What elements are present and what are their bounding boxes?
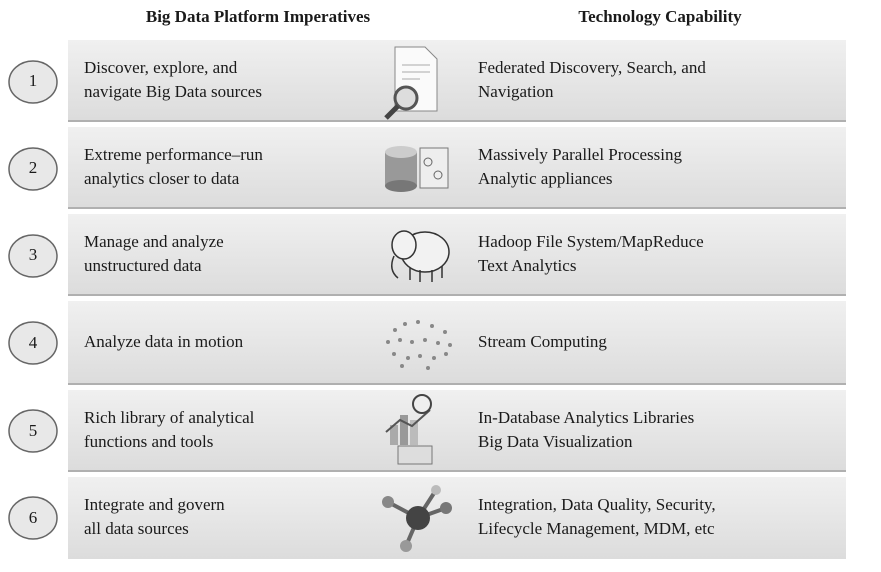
circles (8, 60, 58, 540)
capability-text: In-Database Analytics Libraries (478, 408, 694, 427)
bands (68, 40, 846, 559)
imperative-text: analytics closer to data (84, 169, 240, 188)
row-number: 3 (29, 245, 38, 264)
capability-text: Federated Discovery, Search, and (478, 58, 706, 77)
row-number: 2 (29, 158, 38, 177)
capability-text: Text Analytics (478, 256, 576, 275)
row-number: 5 (29, 421, 38, 440)
capability-text: Integration, Data Quality, Security, (478, 495, 716, 514)
database-icon (385, 146, 449, 192)
capability-text: Hadoop File System/MapReduce (478, 232, 704, 251)
column-header: Big Data Platform Imperatives (146, 7, 371, 26)
imperative-text: Integrate and govern (84, 495, 225, 514)
imperative-text: Discover, explore, and (84, 58, 238, 77)
capability-text: Massively Parallel Processing (478, 145, 682, 164)
imperative-text: unstructured data (84, 256, 202, 275)
network-icon (382, 485, 452, 552)
stream-icon (386, 320, 452, 370)
capability-text: Stream Computing (478, 332, 607, 351)
imperative-text: navigate Big Data sources (84, 82, 262, 101)
capability-text: Lifecycle Management, MDM, etc (478, 519, 715, 538)
column-header: Technology Capability (578, 7, 742, 26)
row-number: 1 (29, 71, 38, 90)
elephant-icon (391, 230, 450, 282)
capability-text: Navigation (478, 82, 554, 101)
row-number: 4 (29, 333, 38, 352)
analytics-icon (385, 394, 433, 465)
imperative-text: all data sources (84, 519, 189, 538)
imperative-text: Manage and analyze (84, 232, 224, 251)
imperative-text: Analyze data in motion (84, 332, 244, 351)
imperative-text: functions and tools (84, 432, 213, 451)
capability-text: Analytic appliances (478, 169, 613, 188)
search-icon (384, 46, 438, 120)
imperative-text: Rich library of analytical (84, 408, 255, 427)
icons (382, 46, 452, 552)
imperative-text: Extreme performance–run (84, 145, 263, 164)
capability-text: Big Data Visualization (478, 432, 633, 451)
row-number: 6 (29, 508, 38, 527)
